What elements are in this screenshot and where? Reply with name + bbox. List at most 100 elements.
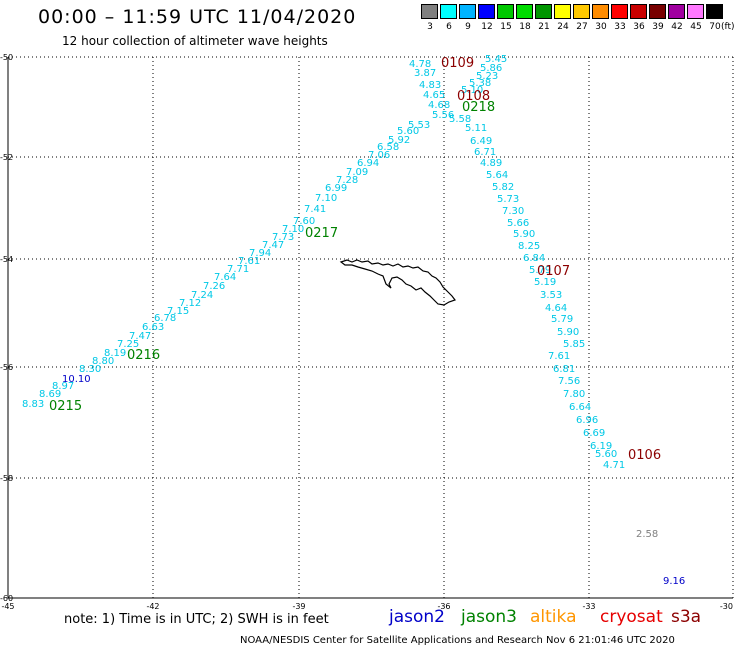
longitude-label: -36 xyxy=(437,602,450,611)
wave-height-value: 6.69 xyxy=(583,428,605,439)
latitude-label: -50 xyxy=(0,53,13,62)
legend-swatch xyxy=(592,4,609,19)
wave-height-value: 7.30 xyxy=(502,206,524,217)
wave-height-value: 6.84 xyxy=(523,253,545,264)
wave-height-value: 5.53 xyxy=(408,120,430,131)
legend-label: 24 xyxy=(557,22,569,32)
legend-label: 33 xyxy=(614,22,626,32)
legend-swatch xyxy=(649,4,666,19)
wave-height-value: 6.19 xyxy=(590,441,612,452)
satellite-label-jason3: jason3 xyxy=(461,607,517,627)
wave-height-value: 7.06 xyxy=(368,150,390,161)
latitude-label: -60 xyxy=(0,594,13,603)
legend-swatch xyxy=(706,4,723,19)
wave-height-value: 8.25 xyxy=(518,241,540,252)
pass-number-label: 0216 xyxy=(127,348,160,363)
wave-height-value: 6.58 xyxy=(377,142,399,153)
wave-height-value: 4.78 xyxy=(409,59,431,70)
wave-height-value: 6.99 xyxy=(325,183,347,194)
legend-swatch xyxy=(421,4,438,19)
wave-height-value: 7.24 xyxy=(191,290,213,301)
wave-height-value: 2.58 xyxy=(636,529,658,540)
legend-label: 12 xyxy=(481,22,493,32)
wave-height-value: 7.47 xyxy=(262,240,284,251)
wave-height-value: 5.38 xyxy=(469,78,491,89)
wave-height-value: 6.64 xyxy=(569,402,591,413)
wave-height-value: 7.09 xyxy=(346,167,368,178)
legend-label: 30 xyxy=(595,22,607,32)
legend-swatch xyxy=(630,4,647,19)
pass-number-label: 0107 xyxy=(537,264,570,279)
longitude-label: -30 xyxy=(720,602,733,611)
legend-swatch xyxy=(535,4,552,19)
wave-height-value: 5.45 xyxy=(485,54,507,65)
wave-height-value: 7.47 xyxy=(129,331,151,342)
wave-height-value: 5.10 xyxy=(461,85,483,96)
legend-swatch xyxy=(459,4,476,19)
wave-height-value: 5.60 xyxy=(397,126,419,137)
legend-label: 70 xyxy=(709,22,721,32)
wave-height-value: 5.73 xyxy=(497,194,519,205)
wave-height-value: 5.11 xyxy=(465,123,487,134)
latitude-label: -58 xyxy=(0,474,13,483)
south-georgia-island-coastline xyxy=(339,259,456,306)
wave-height-value: 7.80 xyxy=(563,389,585,400)
latitude-label: -54 xyxy=(0,255,13,264)
wave-height-value: 5.66 xyxy=(507,218,529,229)
wave-height-value: 5.58 xyxy=(449,114,471,125)
legend-swatch xyxy=(687,4,704,19)
legend-label: 9 xyxy=(465,22,471,32)
wave-height-value: 9.16 xyxy=(663,576,685,587)
wave-height-value: 6.81 xyxy=(553,364,575,375)
wave-height-value: 4.68 xyxy=(428,100,450,111)
wave-height-value: 7.61 xyxy=(548,351,570,362)
wave-height-value: 7.71 xyxy=(227,264,249,275)
pass-number-label: 0215 xyxy=(49,399,82,414)
wave-height-value: 6.71 xyxy=(474,147,496,158)
longitude-label: -42 xyxy=(146,602,159,611)
wave-height-value: 5.64 xyxy=(486,170,508,181)
pass-number-label: 0109 xyxy=(441,56,474,71)
wave-height-value: 5.23 xyxy=(476,71,498,82)
wave-height-value: 4.65 xyxy=(423,90,445,101)
wave-height-value: 8.83 xyxy=(22,399,44,410)
legend-swatch xyxy=(497,4,514,19)
wave-height-value: 7.56 xyxy=(558,376,580,387)
wave-height-value: 8.97 xyxy=(52,381,74,392)
wave-height-value: 5.79 xyxy=(551,314,573,325)
longitude-label: -39 xyxy=(292,602,305,611)
wave-height-value: 6.63 xyxy=(142,322,164,333)
wave-height-value: 7.12 xyxy=(179,298,201,309)
wave-height-value: 5.85 xyxy=(563,339,585,350)
axis-labels: -50 -52 -54 -56 -58 -60-45 -42 -39 -36 -33 -30 xyxy=(0,53,733,611)
legend-swatch xyxy=(668,4,685,19)
legend-label: 15 xyxy=(500,22,512,32)
wave-height-value: 7.73 xyxy=(272,232,294,243)
wave-height-value: 7.94 xyxy=(249,248,271,259)
wave-height-value: 7.41 xyxy=(304,204,326,215)
legend-label: 6 xyxy=(446,22,452,32)
wave-height-value: 8.30 xyxy=(79,364,101,375)
wave-height-value: 7.15 xyxy=(167,306,189,317)
wave-height-value: 5.60 xyxy=(595,449,617,460)
map-frame xyxy=(7,57,733,599)
wave-height-value: 5.90 xyxy=(513,229,535,240)
legend-swatch xyxy=(478,4,495,19)
legend-label: 42 xyxy=(671,22,683,32)
legend-swatch xyxy=(554,4,571,19)
map-subtitle: 12 hour collection of altimeter wave hei… xyxy=(62,34,328,48)
wave-height-value: 7.10 xyxy=(315,193,337,204)
legend-label: 27 xyxy=(576,22,588,32)
wave-height-value: 5.56 xyxy=(432,110,454,121)
wave-height-value: 6.49 xyxy=(470,136,492,147)
pass-number-label: 0218 xyxy=(462,100,495,115)
legend-label: 36 xyxy=(633,22,645,32)
wave-height-value: 10.10 xyxy=(62,374,91,385)
wave-height-value: 4.89 xyxy=(480,158,502,169)
wave-height-value: 4.64 xyxy=(545,303,567,314)
wave-height-value: 5.86 xyxy=(480,63,502,74)
wave-height-value: 6.94 xyxy=(357,158,379,169)
wave-height-value: 8.19 xyxy=(104,348,126,359)
wave-height-value: 7.25 xyxy=(117,339,139,350)
